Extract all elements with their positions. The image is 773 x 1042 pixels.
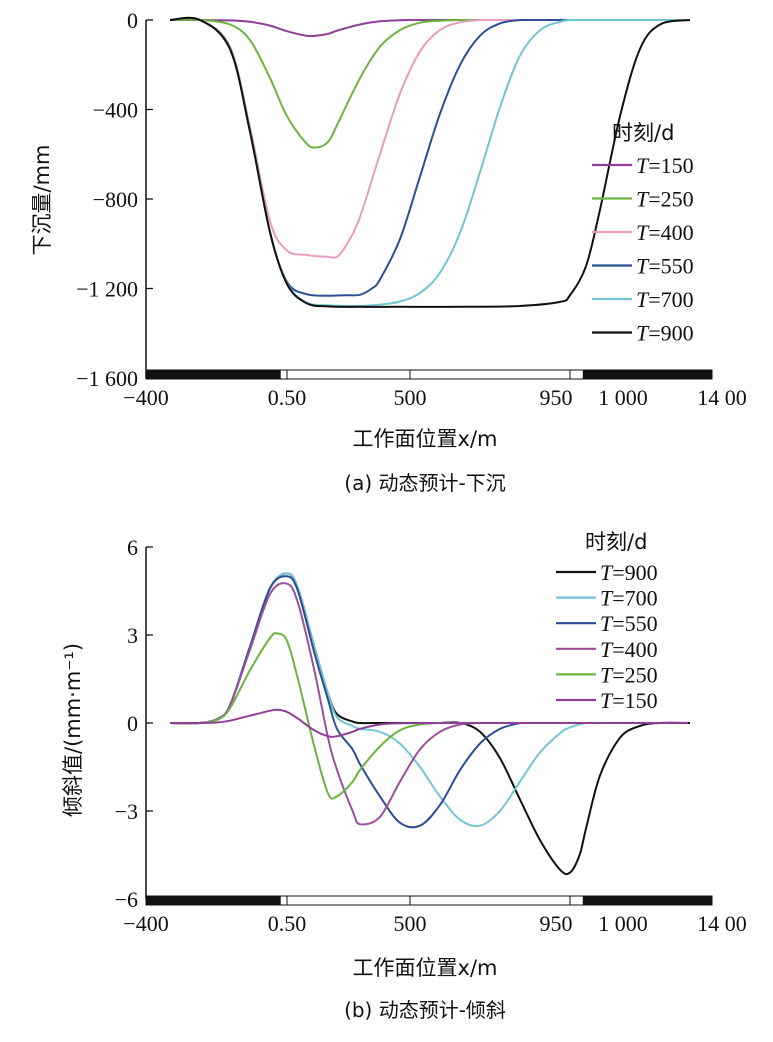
solid-coal-left — [146, 370, 281, 379]
legend-label: T=250 — [600, 662, 658, 687]
caption: (a) 动态预计-下沉 — [344, 471, 505, 495]
legend-label: T=150 — [600, 688, 658, 713]
x-tick-label: 0.50 — [268, 385, 307, 410]
x-tick-label: 14 00 — [697, 385, 747, 410]
y-tick-label: 3 — [127, 623, 138, 648]
x-axis-title: 工作面位置x/m — [353, 427, 498, 451]
legend-label: T=550 — [636, 254, 694, 279]
series-line-t-900 — [170, 16, 691, 308]
solid-coal-right — [582, 370, 712, 379]
solid-coal-left — [146, 896, 281, 905]
legend-item: T=550 — [592, 254, 694, 279]
subsidence-curves — [170, 16, 691, 308]
y-tick-label: 0 — [127, 711, 138, 736]
y-ticks: 0 −400 −800 −1 200 −1 600 — [76, 8, 153, 391]
mining-bar — [145, 369, 713, 380]
mining-bar — [145, 895, 713, 906]
x-tick-label: 1 000 — [598, 911, 648, 936]
y-tick-label: −800 — [93, 187, 138, 212]
series-line-t-250 — [170, 18, 688, 149]
legend-label: T=400 — [600, 637, 658, 662]
legend-label: T=700 — [636, 287, 694, 312]
x-tick-label: 0.50 — [268, 911, 307, 936]
legend-label: T=700 — [600, 586, 658, 611]
legend-label: T=900 — [636, 321, 694, 346]
x-tick-label: 950 — [540, 385, 573, 410]
x-axis-title: 工作面位置x/m — [353, 956, 498, 980]
y-tick-label: −3 — [115, 799, 138, 824]
caption: (b) 动态预计-倾斜 — [344, 998, 506, 1022]
series-line-t-150 — [170, 18, 688, 38]
legend-item: T=150 — [592, 153, 694, 178]
legend-label: T=250 — [636, 187, 694, 212]
y-tick-label: −400 — [93, 98, 138, 123]
series-line-t-250 — [170, 632, 688, 800]
x-tick-label: −400 — [123, 385, 168, 410]
legend-item: T=250 — [592, 187, 694, 212]
y-tick-label: −1 600 — [76, 366, 138, 391]
legend-title: 时刻/d — [585, 530, 647, 554]
legend-item: T=700 — [556, 586, 658, 611]
tilt-chart: 6 3 0 −3 −6 −400 0.50 500 950 1 000 14 00 倾斜值/(mm… — [61, 530, 747, 1022]
y-ticks: 6 3 0 −3 −6 — [115, 535, 153, 912]
series-line-t-400 — [170, 582, 688, 826]
x-tick-label: 950 — [540, 911, 573, 936]
legend-label: T=900 — [600, 560, 658, 585]
legend: 时刻/d T=150 T=250 T=400 T=550 T=700 T=900 — [592, 121, 694, 346]
y-tick-label: −6 — [115, 887, 138, 912]
legend-item: T=900 — [592, 321, 694, 346]
x-tick-labels: −400 0.50 500 950 1 000 14 00 — [123, 385, 746, 410]
legend-label: T=400 — [636, 220, 694, 245]
legend-label: T=150 — [636, 153, 694, 178]
x-tick-label: 1 000 — [598, 385, 648, 410]
tilt-curves — [170, 572, 691, 876]
legend-title: 时刻/d — [612, 121, 674, 145]
legend-item: T=700 — [592, 287, 694, 312]
legend-item: T=400 — [592, 220, 694, 245]
subsidence-chart: 0 −400 −800 −1 200 −1 600 −400 0.50 500 950 1 00… — [30, 8, 747, 495]
x-tick-label: 14 00 — [697, 911, 747, 936]
legend-label: T=550 — [600, 611, 658, 636]
y-axis-title: 下沉量/mm — [30, 145, 54, 256]
legend-item: T=400 — [556, 637, 658, 662]
x-tick-label: 500 — [394, 911, 427, 936]
y-axis-title: 倾斜值/(mm·m⁻¹) — [61, 643, 85, 817]
legend-item: T=900 — [556, 560, 658, 585]
legend-item: T=250 — [556, 662, 658, 687]
series-line-t-400 — [170, 17, 688, 259]
y-tick-label: −1 200 — [76, 277, 138, 302]
legend-item: T=150 — [556, 688, 658, 713]
y-tick-label: 6 — [127, 535, 138, 560]
legend-item: T=550 — [556, 611, 658, 636]
y-tick-label: 0 — [127, 8, 138, 33]
series-line-t-150 — [170, 708, 688, 738]
x-tick-label: 500 — [394, 385, 427, 410]
x-tick-label: −400 — [123, 911, 168, 936]
x-tick-labels: −400 0.50 500 950 1 000 14 00 — [123, 911, 746, 936]
solid-coal-right — [582, 896, 712, 905]
